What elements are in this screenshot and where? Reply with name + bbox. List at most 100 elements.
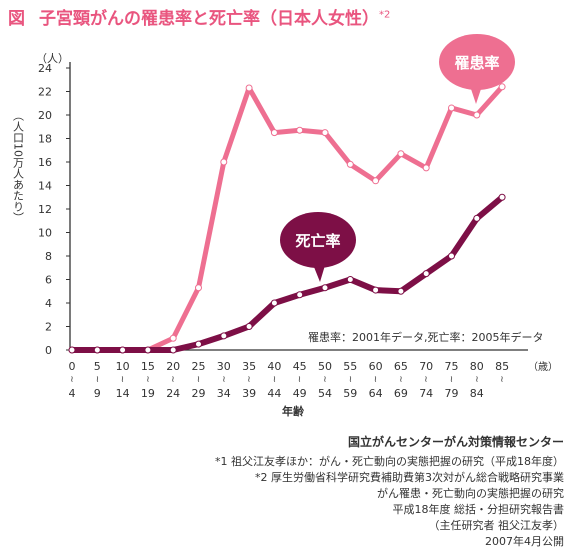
x-tick-label: 5: [94, 360, 101, 373]
mortality-point: [448, 252, 455, 260]
x-tick-label: 50: [318, 360, 332, 373]
footnote-2-line-3: 平成18年度 総括・分担研究報告書: [392, 503, 565, 516]
mortality-point: [296, 291, 304, 299]
incidence-point: [498, 83, 506, 91]
x-tick-range-mark: ~: [91, 375, 101, 383]
series-line-incidence: [69, 84, 505, 353]
x-tick-label-end: 64: [369, 387, 383, 400]
x-tick-label: 60: [369, 360, 383, 373]
mortality-point: [372, 286, 380, 294]
x-tick-label: 65: [394, 360, 408, 373]
x-unit-label: （歳）: [528, 361, 558, 373]
x-tick-label: 30: [217, 360, 231, 373]
footnote-2-line-4: （主任研究者 祖父江友孝）: [428, 519, 565, 532]
mortality-point: [321, 284, 329, 292]
mortality-callout-bubble: [280, 212, 356, 268]
x-tick-label-end: 49: [293, 387, 307, 400]
x-tick-label-end: 34: [217, 387, 231, 400]
footnote-2-line-5: 2007年4月公開: [485, 535, 564, 548]
x-tick-range-mark: ~: [167, 375, 177, 383]
incidence-point: [372, 177, 380, 185]
mortality-point: [169, 346, 177, 354]
x-tick-range-mark: ~: [193, 375, 203, 383]
x-axis-label: 年齢: [282, 404, 305, 418]
y-unit-label: （人）: [36, 52, 69, 65]
x-tick-label-end: 24: [166, 387, 180, 400]
y-tick-label: 14: [38, 180, 52, 193]
x-tick-range-mark: ~: [471, 375, 481, 383]
y-tick-label: 6: [45, 274, 52, 287]
x-tick-label: 15: [141, 360, 155, 373]
x-tick-label: 20: [166, 360, 180, 373]
x-tick-range-mark: ~: [243, 375, 253, 383]
x-tick-label-end: 74: [419, 387, 433, 400]
mortality-callout-label: 死亡率: [295, 232, 340, 250]
x-tick-range-mark: ~: [142, 375, 152, 383]
x-tick-label-end: 29: [192, 387, 206, 400]
source-notes: 国立がんセンターがん対策情報センター *1 祖父江友孝ほか：がん・死亡動向の実態…: [215, 434, 564, 550]
x-tick-range-mark: ~: [268, 375, 278, 383]
incidence-point: [346, 160, 354, 168]
x-tick-range-mark: ~: [420, 375, 430, 383]
x-tick-label-end: 79: [445, 387, 459, 400]
x-tick-label-end: 84: [470, 387, 484, 400]
incidence-point: [220, 158, 228, 166]
x-tick-range-mark: ~: [66, 375, 76, 383]
x-tick-label: 40: [267, 360, 281, 373]
y-tick-label: 10: [38, 227, 52, 240]
x-tick-label-end: 4: [69, 387, 76, 400]
x-tick-range-mark: ~: [319, 375, 329, 383]
x-tick-label-end: 54: [318, 387, 332, 400]
y-tick-label: 2: [45, 321, 52, 334]
incidence-point: [473, 111, 481, 119]
x-tick-label: 85: [495, 360, 509, 373]
x-tick-label: 80: [470, 360, 484, 373]
x-tick-label-end: 39: [242, 387, 256, 400]
x-tick-label: 55: [343, 360, 357, 373]
x-tick-range-mark: ~: [117, 375, 127, 383]
y-tick-label: 18: [38, 133, 52, 146]
y-tick-label: 12: [38, 203, 52, 216]
x-tick-range-mark: ~: [395, 375, 405, 383]
y-axis-label: （人口10万人あたり）: [12, 110, 25, 223]
x-tick-label: 0: [69, 360, 76, 373]
x-tick-range-mark: ~: [218, 375, 228, 383]
x-tick-range-mark: ~: [344, 375, 354, 383]
y-tick-label: 24: [38, 62, 52, 75]
x-tick-label: 45: [293, 360, 307, 373]
incidence-point: [422, 164, 430, 172]
x-tick-range-mark: ~: [446, 375, 456, 383]
incidence-callout-pointer: [470, 86, 482, 104]
series-line-mortality: [69, 194, 506, 353]
x-tick-label-end: 44: [267, 387, 281, 400]
mortality-point: [93, 346, 101, 354]
incidence-point: [448, 104, 455, 112]
y-tick-label: 0: [45, 344, 52, 357]
footnote-2-line-2: がん罹患・死亡動向の実態把握の研究: [377, 487, 564, 500]
source-organization: 国立がんセンターがん対策情報センター: [347, 435, 564, 449]
x-tick-label-end: 69: [394, 387, 408, 400]
mortality-point: [119, 346, 127, 354]
x-tick-range-mark: ~: [496, 375, 506, 383]
y-tick-label: 16: [38, 156, 52, 169]
x-tick-range-mark: ~: [370, 375, 380, 383]
mortality-point: [473, 214, 481, 222]
mortality-point: [422, 270, 430, 278]
x-tick-label-end: 9: [94, 387, 101, 400]
incidence-point: [195, 284, 202, 292]
x-tick-label: 75: [445, 360, 459, 373]
x-tick-label: 25: [192, 360, 206, 373]
x-tick-label-end: 59: [343, 387, 357, 400]
mortality-point: [270, 299, 278, 307]
mortality-point: [144, 346, 152, 354]
incidence-point: [245, 84, 253, 92]
mortality-point: [397, 287, 405, 295]
x-tick-label: 35: [242, 360, 256, 373]
incidence-point: [321, 129, 329, 137]
figure-title: 子宮頸がんの罹患率と死亡率（日本人女性）: [39, 9, 379, 29]
line-chart: （人） （人口10万人あたり） （歳） 年齢 罹患率：2001年データ,死亡率：…: [12, 34, 558, 418]
mortality-point: [68, 346, 76, 354]
mortality-point: [498, 193, 506, 201]
figure-label: 図: [8, 9, 25, 29]
x-tick-range-mark: ~: [294, 375, 304, 383]
